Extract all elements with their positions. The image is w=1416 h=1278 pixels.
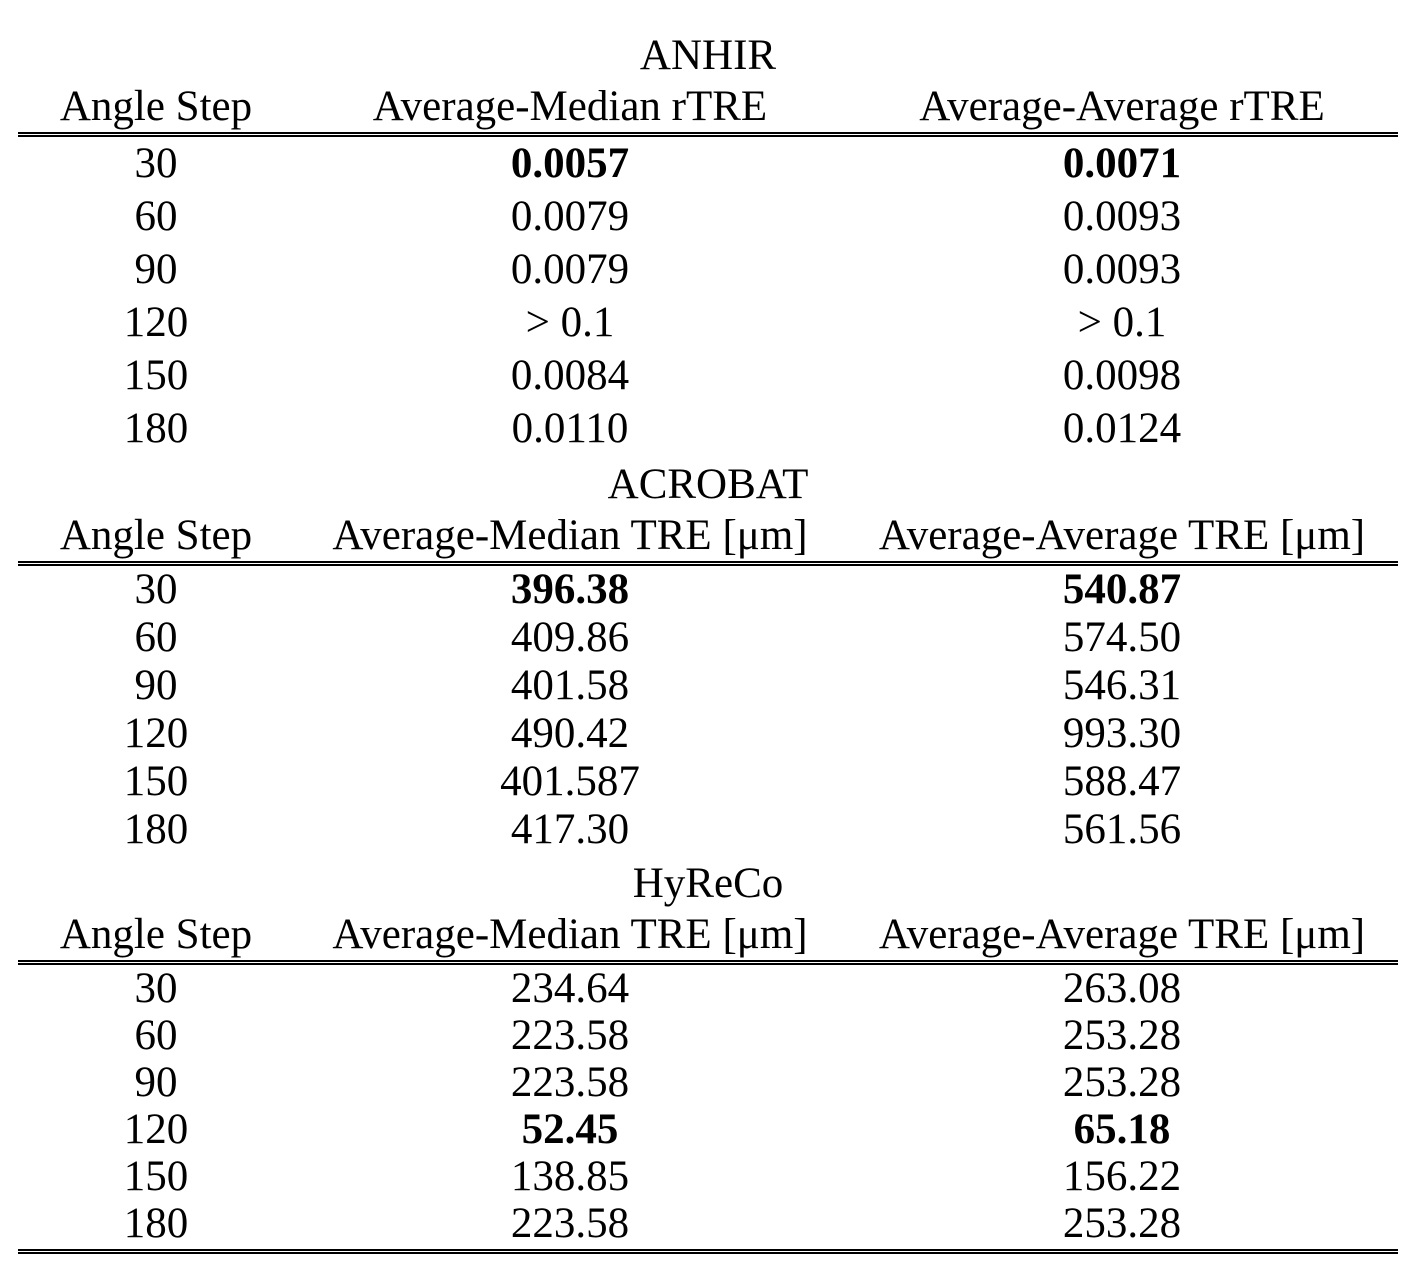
cell-average: 263.08	[1062, 965, 1182, 1012]
header-double-rule	[18, 132, 1398, 137]
cell-angle: 90	[134, 1059, 178, 1106]
table-section-acrobat: ACROBAT Angle Step Average-Median TRE [μ…	[18, 459, 1398, 854]
table-row: 150 401.587 588.47	[18, 758, 1398, 806]
column-header-average-average: Average-Average rTRE	[919, 83, 1325, 130]
cell-average: 0.0124	[1062, 405, 1182, 452]
cell-average: 0.0093	[1062, 193, 1182, 240]
cell-angle: 30	[134, 566, 178, 613]
column-header-angle-step: Angle Step	[59, 83, 253, 130]
cell-angle: 120	[123, 710, 189, 757]
table-row: 30 0.0057 0.0071	[18, 137, 1398, 190]
cell-median: 223.58	[510, 1200, 630, 1247]
cell-median: 0.0110	[511, 405, 629, 452]
cell-median: 401.58	[510, 662, 630, 709]
table-row: 60 409.86 574.50	[18, 614, 1398, 662]
cell-average: 253.28	[1062, 1012, 1182, 1059]
cell-average: 65.18	[1073, 1106, 1171, 1153]
cell-average: > 0.1	[1077, 299, 1167, 346]
cell-angle: 60	[134, 193, 178, 240]
table-row: 180 417.30 561.56	[18, 806, 1398, 854]
cell-average: 253.28	[1062, 1200, 1182, 1247]
cell-median: 0.0079	[510, 193, 630, 240]
cell-median: 0.0079	[510, 246, 630, 293]
cell-average: 156.22	[1062, 1153, 1182, 1200]
header-double-rule	[18, 561, 1398, 566]
bottom-double-rule	[18, 1249, 1398, 1254]
table-row: 30 234.64 263.08	[18, 965, 1398, 1012]
cell-angle: 180	[123, 806, 189, 853]
table-row: 60 223.58 253.28	[18, 1012, 1398, 1059]
table-header-row: Angle Step Average-Median rTRE Average-A…	[18, 82, 1398, 132]
cell-average: 546.31	[1062, 662, 1182, 709]
table-row: 150 0.0084 0.0098	[18, 349, 1398, 402]
cell-angle: 30	[134, 965, 178, 1012]
table-row: 90 223.58 253.28	[18, 1059, 1398, 1106]
table-row: 120 > 0.1 > 0.1	[18, 296, 1398, 349]
cell-angle: 150	[123, 1153, 189, 1200]
cell-angle: 120	[123, 299, 189, 346]
cell-average: 0.0071	[1062, 140, 1182, 187]
column-header-average-median: Average-Median rTRE	[372, 83, 768, 130]
table-row: 30 396.38 540.87	[18, 566, 1398, 614]
column-header-average-average: Average-Average TRE [μm]	[878, 911, 1366, 958]
cell-angle: 30	[134, 140, 178, 187]
table-header-row: Angle Step Average-Median TRE [μm] Avera…	[18, 910, 1398, 960]
cell-median: 0.0057	[510, 140, 630, 187]
column-header-average-average: Average-Average TRE [μm]	[878, 512, 1366, 559]
table-row: 120 52.45 65.18	[18, 1106, 1398, 1153]
table-row: 90 401.58 546.31	[18, 662, 1398, 710]
table-section-hyreco: HyReCo Angle Step Average-Median TRE [μm…	[18, 858, 1398, 1254]
cell-angle: 90	[134, 662, 178, 709]
cell-angle: 120	[123, 1106, 189, 1153]
cell-average: 561.56	[1062, 806, 1182, 853]
cell-average: 588.47	[1062, 758, 1182, 805]
cell-angle: 60	[134, 1012, 178, 1059]
cell-median: 396.38	[510, 566, 630, 613]
cell-median: 401.587	[500, 758, 640, 805]
cell-median: 223.58	[510, 1012, 630, 1059]
cell-median: 223.58	[510, 1059, 630, 1106]
cell-average: 0.0093	[1062, 246, 1182, 293]
cell-average: 574.50	[1062, 614, 1182, 661]
column-header-average-median: Average-Median TRE [μm]	[332, 911, 808, 958]
cell-angle: 150	[123, 758, 189, 805]
cell-average: 540.87	[1062, 566, 1182, 613]
table-header-row: Angle Step Average-Median TRE [μm] Avera…	[18, 511, 1398, 561]
table-title-anhir: ANHIR	[639, 32, 777, 79]
table-row: 150 138.85 156.22	[18, 1153, 1398, 1200]
cell-median: 417.30	[510, 806, 630, 853]
cell-average: 993.30	[1062, 710, 1182, 757]
header-double-rule	[18, 960, 1398, 965]
cell-average: 0.0098	[1062, 352, 1182, 399]
column-header-angle-step: Angle Step	[59, 911, 253, 958]
cell-median: > 0.1	[525, 299, 615, 346]
cell-angle: 90	[134, 246, 178, 293]
cell-angle: 180	[123, 1200, 189, 1247]
column-header-average-median: Average-Median TRE [μm]	[332, 512, 808, 559]
cell-angle: 60	[134, 614, 178, 661]
cell-median: 138.85	[510, 1153, 630, 1200]
cell-median: 490.42	[510, 710, 630, 757]
table-row: 180 223.58 253.28	[18, 1200, 1398, 1247]
table-title-acrobat: ACROBAT	[607, 461, 809, 508]
table-row: 120 490.42 993.30	[18, 710, 1398, 758]
table-title-hyreco: HyReCo	[632, 860, 784, 907]
cell-angle: 150	[123, 352, 189, 399]
table-section-anhir: ANHIR Angle Step Average-Median rTRE Ave…	[18, 30, 1398, 455]
table-row: 60 0.0079 0.0093	[18, 190, 1398, 243]
column-header-angle-step: Angle Step	[59, 512, 253, 559]
cell-median: 409.86	[510, 614, 630, 661]
cell-angle: 180	[123, 405, 189, 452]
cell-median: 0.0084	[510, 352, 630, 399]
table-row: 90 0.0079 0.0093	[18, 243, 1398, 296]
cell-median: 234.64	[510, 965, 630, 1012]
table-row: 180 0.0110 0.0124	[18, 402, 1398, 455]
cell-median: 52.45	[521, 1106, 619, 1153]
cell-average: 253.28	[1062, 1059, 1182, 1106]
